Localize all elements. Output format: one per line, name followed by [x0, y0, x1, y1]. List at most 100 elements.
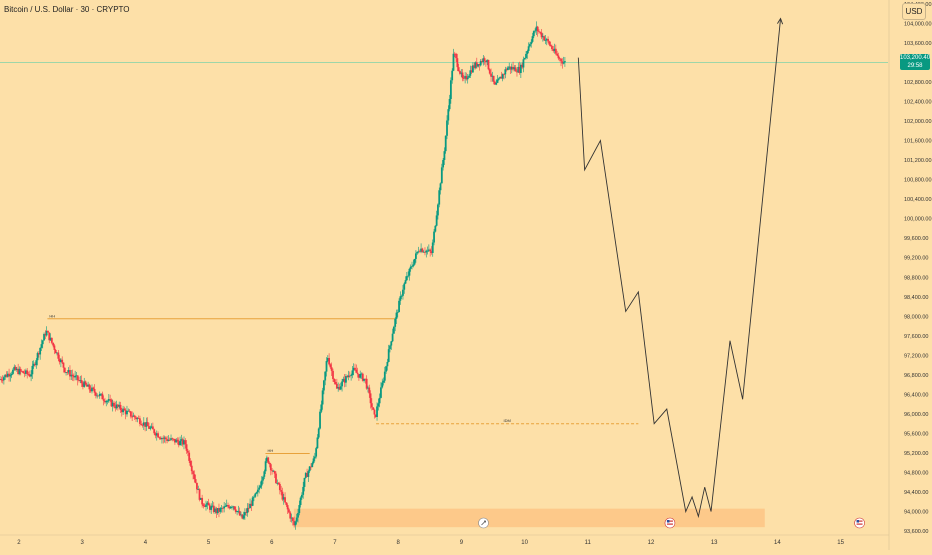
- candle-body: [531, 36, 534, 42]
- candle-body: [455, 53, 457, 59]
- y-tick-label: 94,000.00: [904, 510, 928, 516]
- candle-body: [161, 438, 163, 440]
- candle-body: [45, 330, 48, 336]
- candle-body: [425, 250, 428, 253]
- flag-stripe: [666, 523, 673, 525]
- candle-body: [247, 507, 250, 509]
- candle-body: [241, 514, 244, 519]
- candle-body: [71, 374, 74, 377]
- candle-body: [122, 408, 124, 413]
- candle-body: [337, 387, 340, 389]
- candle-body: [56, 352, 58, 354]
- candle-body: [560, 58, 562, 62]
- candle-body: [101, 393, 104, 400]
- candle-body: [273, 470, 276, 474]
- x-tick-label: 10: [521, 540, 528, 546]
- candle-body: [442, 159, 445, 168]
- candle-body: [281, 491, 284, 500]
- candle-body: [543, 36, 546, 41]
- candle-body: [162, 438, 165, 439]
- candle-body: [53, 345, 56, 350]
- candle-body: [225, 504, 228, 507]
- candle-body: [124, 410, 127, 415]
- candle-body: [208, 505, 211, 510]
- projection-arrowhead: [777, 17, 784, 25]
- candle-body: [164, 437, 167, 440]
- y-tick-label: 98,000.00: [904, 314, 928, 320]
- candle-body: [52, 342, 55, 346]
- candle-body: [429, 249, 432, 252]
- candle-body: [521, 64, 524, 68]
- candle-body: [557, 55, 560, 59]
- candle-body: [297, 513, 299, 518]
- y-tick-label: 99,200.00: [904, 256, 928, 262]
- candle-body: [59, 359, 62, 363]
- candle-body: [373, 409, 376, 415]
- currency-button[interactable]: USD: [902, 3, 926, 20]
- candle-body: [12, 369, 14, 374]
- candle-body: [448, 98, 451, 110]
- candle-body: [157, 433, 159, 438]
- candle-body: [312, 458, 315, 464]
- candle-body: [446, 120, 448, 136]
- candle-body: [238, 510, 241, 516]
- candle-body: [34, 363, 36, 366]
- candle-body: [39, 347, 42, 355]
- candle-body: [106, 400, 109, 402]
- candle-body: [154, 433, 157, 436]
- candle-body: [50, 337, 53, 343]
- candle-body: [9, 375, 12, 377]
- candle-body: [310, 466, 312, 468]
- candle-body: [14, 366, 17, 371]
- y-tick-label: 100,400.00: [904, 197, 932, 203]
- candle-body: [23, 373, 26, 374]
- candle-body: [346, 376, 349, 377]
- candle-body: [1, 379, 4, 381]
- candle-body: [483, 58, 486, 61]
- candle-body: [189, 460, 192, 466]
- candle-body: [285, 502, 288, 506]
- candle-body: [167, 439, 170, 441]
- candle-body: [85, 384, 88, 387]
- candle-body: [280, 490, 283, 492]
- candle-body: [234, 509, 237, 513]
- candle-body: [67, 370, 70, 373]
- candle-body: [372, 407, 375, 410]
- candle-body: [299, 497, 302, 506]
- candle-body: [272, 470, 275, 472]
- candle-body: [89, 389, 92, 392]
- candle-body: [158, 437, 161, 439]
- candle-body: [295, 517, 298, 522]
- candle-body: [251, 497, 254, 506]
- candle-body: [311, 463, 314, 468]
- us-flag-icon: [854, 517, 865, 529]
- candle-body: [500, 76, 503, 79]
- candle-body: [133, 415, 136, 418]
- candle-body: [227, 504, 229, 507]
- candle-body: [465, 76, 468, 80]
- x-tick-label: 5: [207, 540, 211, 546]
- candle-body: [477, 63, 479, 67]
- candle-body: [107, 399, 110, 401]
- candle-body: [380, 387, 382, 398]
- candle-body: [43, 333, 45, 341]
- candle-body: [492, 75, 495, 82]
- candle-body: [403, 283, 406, 290]
- candle-body: [197, 489, 200, 491]
- candle-body: [534, 30, 537, 32]
- candle-body: [61, 359, 64, 363]
- candle-body: [505, 69, 508, 71]
- candle-body: [40, 344, 43, 348]
- candle-body: [97, 395, 100, 397]
- candle-body: [10, 373, 13, 376]
- candle-body: [462, 78, 465, 79]
- candle-body: [229, 506, 232, 509]
- candle-body: [267, 457, 270, 463]
- candle-body: [278, 483, 281, 491]
- candle-body: [551, 46, 553, 50]
- candle-body: [554, 48, 557, 54]
- candle-body: [435, 215, 438, 226]
- candle-body: [491, 75, 494, 77]
